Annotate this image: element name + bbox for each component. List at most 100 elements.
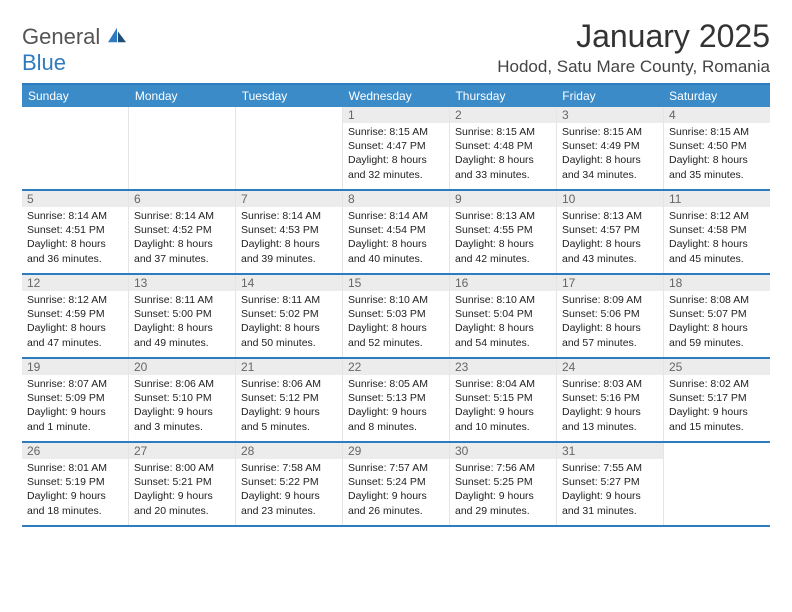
sunset-text: Sunset: 5:15 PM <box>455 391 551 405</box>
daylight-text: Daylight: 8 hours and 35 minutes. <box>669 153 765 181</box>
sunset-text: Sunset: 4:52 PM <box>134 223 230 237</box>
day-header: Monday <box>129 85 236 107</box>
sunset-text: Sunset: 5:22 PM <box>241 475 337 489</box>
week-row: 12 Sunrise: 8:12 AMSunset: 4:59 PM Dayligh… <box>22 275 770 359</box>
day-number: 16 <box>450 275 556 291</box>
day-details: Sunrise: 8:15 AMSunset: 4:48 PMDaylight:… <box>455 125 551 182</box>
day-cell: 15Sunrise: 8:10 AMSunset: 5:03 PMDayligh… <box>343 275 450 357</box>
sunset-text: Sunset: 4:50 PM <box>669 139 765 153</box>
daylight-text: Daylight: 8 hours and 49 minutes. <box>134 321 230 349</box>
week-row: 5Sunrise: 8:14 AMSunset: 4:51 PMDaylight… <box>22 191 770 275</box>
day-number: 21 <box>236 359 342 375</box>
day-details: Sunrise: 8:14 AMSunset: 4:52 PMDaylight:… <box>134 209 230 266</box>
daylight-text: Daylight: 8 hours and 50 minutes. <box>241 321 337 349</box>
day-header: Tuesday <box>236 85 343 107</box>
sunrise-text: Sunrise: 8:06 AM <box>241 377 337 391</box>
day-number: 11 <box>664 191 770 207</box>
sunset-text: Sunset: 5:12 PM <box>241 391 337 405</box>
sunset-text: Sunset: 5:10 PM <box>134 391 230 405</box>
sunset-text: Sunset: 4:51 PM <box>27 223 123 237</box>
day-details: Sunrise: 8:00 AMSunset: 5:21 PMDaylight:… <box>134 461 230 518</box>
day-details: Sunrise: 8:14 AMSunset: 4:51 PMDaylight:… <box>27 209 123 266</box>
sunset-text: Sunset: 5:02 PM <box>241 307 337 321</box>
day-header-row: SundayMondayTuesdayWednesdayThursdayFrid… <box>22 85 770 107</box>
daylight-text: Daylight: 8 hours and 34 minutes. <box>562 153 658 181</box>
day-number: 3 <box>557 107 663 123</box>
daylight-text: Daylight: 8 hours and 43 minutes. <box>562 237 658 265</box>
sunrise-text: Sunrise: 8:00 AM <box>134 461 230 475</box>
day-details: Sunrise: 8:03 AMSunset: 5:16 PMDaylight:… <box>562 377 658 434</box>
sunset-text: Sunset: 4:59 PM <box>27 307 123 321</box>
day-details: Sunrise: 8:12 AMSunset: 4:58 PMDaylight:… <box>669 209 765 266</box>
day-details: Sunrise: 8:13 AMSunset: 4:55 PMDaylight:… <box>455 209 551 266</box>
day-number: 4 <box>664 107 770 123</box>
sunrise-text: Sunrise: 7:58 AM <box>241 461 337 475</box>
daylight-text: Daylight: 9 hours and 31 minutes. <box>562 489 658 517</box>
day-details: Sunrise: 8:05 AMSunset: 5:13 PMDaylight:… <box>348 377 444 434</box>
day-number: 14 <box>236 275 342 291</box>
day-number: 19 <box>22 359 128 375</box>
day-header: Saturday <box>663 85 770 107</box>
daylight-text: Daylight: 9 hours and 3 minutes. <box>134 405 230 433</box>
brand-logo: General Blue <box>22 18 128 76</box>
day-number: 12 <box>22 275 128 291</box>
day-number: 22 <box>343 359 449 375</box>
week-row: 19Sunrise: 8:07 AMSunset: 5:09 PMDayligh… <box>22 359 770 443</box>
day-number: 25 <box>664 359 770 375</box>
daylight-text: Daylight: 9 hours and 10 minutes. <box>455 405 551 433</box>
day-cell: 25Sunrise: 8:02 AMSunset: 5:17 PMDayligh… <box>664 359 770 441</box>
day-cell: 23Sunrise: 8:04 AMSunset: 5:15 PMDayligh… <box>450 359 557 441</box>
day-cell: 29Sunrise: 7:57 AMSunset: 5:24 PMDayligh… <box>343 443 450 525</box>
day-cell: 12Sunrise: 8:12 AMSunset: 4:59 PMDayligh… <box>22 275 129 357</box>
sail-icon <box>106 26 128 44</box>
day-cell: 4 Sunrise: 8:15 AMSunset: 4:50 PMDaylight… <box>664 107 770 189</box>
day-cell: 17 Sunrise: 8:09 AMSunset: 5:06 PMDayligh… <box>557 275 664 357</box>
sunset-text: Sunset: 5:04 PM <box>455 307 551 321</box>
daylight-text: Daylight: 8 hours and 52 minutes. <box>348 321 444 349</box>
day-cell: 28Sunrise: 7:58 AMSunset: 5:22 PMDayligh… <box>236 443 343 525</box>
sunrise-text: Sunrise: 8:12 AM <box>27 293 123 307</box>
daylight-text: Daylight: 8 hours and 42 minutes. <box>455 237 551 265</box>
day-cell: 16Sunrise: 8:10 AMSunset: 5:04 PMDayligh… <box>450 275 557 357</box>
day-cell: 9Sunrise: 8:13 AMSunset: 4:55 PMDaylight… <box>450 191 557 273</box>
title-block: January 2025 Hodod, Satu Mare County, Ro… <box>497 18 770 77</box>
daylight-text: Daylight: 9 hours and 23 minutes. <box>241 489 337 517</box>
sunrise-text: Sunrise: 8:08 AM <box>669 293 765 307</box>
day-details: Sunrise: 7:57 AMSunset: 5:24 PMDaylight:… <box>348 461 444 518</box>
day-cell: 14 Sunrise: 8:11 AMSunset: 5:02 PMDayligh… <box>236 275 343 357</box>
day-details: Sunrise: 8:09 AMSunset: 5:06 PMDaylight:… <box>562 293 658 350</box>
header: General Blue January 2025 Hodod, Satu Ma… <box>22 18 770 77</box>
daylight-text: Daylight: 9 hours and 8 minutes. <box>348 405 444 433</box>
daylight-text: Daylight: 8 hours and 59 minutes. <box>669 321 765 349</box>
day-cell: 8Sunrise: 8:14 AMSunset: 4:54 PMDaylight… <box>343 191 450 273</box>
sunrise-text: Sunrise: 8:15 AM <box>562 125 658 139</box>
day-number: 17 <box>557 275 663 291</box>
day-cell <box>664 443 770 525</box>
sunrise-text: Sunrise: 8:14 AM <box>27 209 123 223</box>
day-cell: 2Sunrise: 8:15 AMSunset: 4:48 PMDaylight… <box>450 107 557 189</box>
brand-name: General Blue <box>22 24 128 76</box>
sunset-text: Sunset: 5:24 PM <box>348 475 444 489</box>
calendar: SundayMondayTuesdayWednesdayThursdayFrid… <box>22 83 770 527</box>
day-details: Sunrise: 8:15 AMSunset: 4:50 PMDaylight:… <box>669 125 765 182</box>
day-number: 18 <box>664 275 770 291</box>
sunset-text: Sunset: 4:54 PM <box>348 223 444 237</box>
day-details: Sunrise: 8:11 AMSunset: 5:02 PMDaylight:… <box>241 293 337 350</box>
brand-name-1: General <box>22 24 100 49</box>
daylight-text: Daylight: 9 hours and 5 minutes. <box>241 405 337 433</box>
day-number: 15 <box>343 275 449 291</box>
sunset-text: Sunset: 4:57 PM <box>562 223 658 237</box>
day-header: Thursday <box>449 85 556 107</box>
week-row: 1Sunrise: 8:15 AMSunset: 4:47 PMDaylight… <box>22 107 770 191</box>
daylight-text: Daylight: 9 hours and 1 minute. <box>27 405 123 433</box>
day-number: 6 <box>129 191 235 207</box>
day-number: 10 <box>557 191 663 207</box>
sunset-text: Sunset: 5:03 PM <box>348 307 444 321</box>
day-cell <box>22 107 129 189</box>
sunrise-text: Sunrise: 8:06 AM <box>134 377 230 391</box>
daylight-text: Daylight: 9 hours and 26 minutes. <box>348 489 444 517</box>
day-cell: 30Sunrise: 7:56 AMSunset: 5:25 PMDayligh… <box>450 443 557 525</box>
day-cell: 26Sunrise: 8:01 AMSunset: 5:19 PMDayligh… <box>22 443 129 525</box>
daylight-text: Daylight: 9 hours and 20 minutes. <box>134 489 230 517</box>
day-header: Sunday <box>22 85 129 107</box>
